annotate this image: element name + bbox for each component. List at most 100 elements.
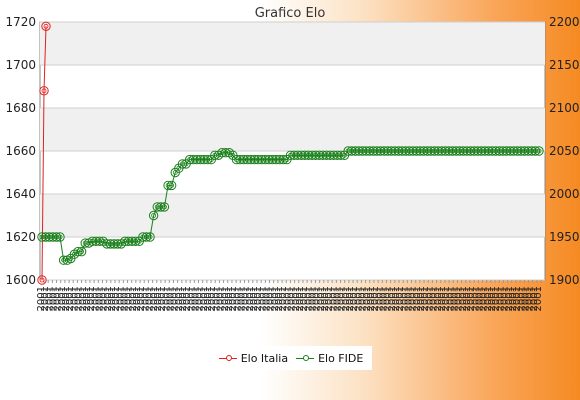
x-tick-label: 2001	[157, 286, 168, 311]
x-tick-label: 2001	[274, 286, 285, 311]
data-point	[267, 154, 278, 165]
data-point-inner	[536, 148, 542, 154]
x-tick-label: 2001	[449, 286, 460, 311]
data-point	[274, 154, 285, 165]
x-tick-label: 2001	[74, 286, 85, 311]
y-right-tick-label: 2100	[549, 101, 580, 115]
x-tick-label: 2001	[295, 286, 306, 311]
legend-label-elo-fide: Elo FIDE	[318, 351, 364, 365]
x-tick-label: 2001	[487, 286, 498, 311]
x-tick-label: 2001	[291, 286, 302, 311]
data-point	[487, 146, 497, 156]
x-tick-label: 2001	[178, 286, 189, 311]
data-point	[379, 146, 389, 156]
data-point	[401, 146, 411, 156]
data-point	[177, 159, 188, 169]
x-tick-label: 2001	[429, 286, 440, 311]
data-point-inner	[57, 234, 63, 240]
x-tick-label: 2001	[533, 286, 544, 311]
data-point	[40, 232, 51, 242]
x-tick-label: 2001	[199, 286, 210, 311]
data-point	[408, 146, 418, 156]
x-tick-label: 2001	[40, 286, 51, 311]
x-tick-label: 2001	[57, 286, 68, 311]
x-tick-label: 2001	[445, 286, 456, 311]
x-tick-label: 2001	[111, 286, 122, 311]
x-tick-label: 2001	[195, 286, 206, 311]
x-tick-label: 2001	[387, 286, 398, 311]
data-point	[437, 146, 447, 156]
x-tick-label: 2001	[257, 286, 268, 311]
data-point	[105, 239, 116, 249]
data-point	[87, 236, 98, 247]
x-tick-label: 2001	[399, 286, 410, 311]
x-tick-label: 2001	[520, 286, 531, 311]
data-point	[386, 146, 397, 156]
data-point	[390, 146, 400, 156]
series-elo-fide	[37, 146, 544, 265]
series-elo-italia	[37, 21, 51, 285]
data-point	[365, 146, 375, 156]
data-point	[141, 232, 152, 242]
plot-band	[40, 108, 545, 151]
x-tick-label: 2001	[165, 286, 176, 311]
data-point	[527, 146, 537, 156]
data-point	[451, 146, 461, 156]
data-point	[494, 146, 505, 156]
data-point	[80, 238, 90, 248]
data-point	[235, 154, 245, 165]
x-tick-label: 2001	[65, 286, 76, 311]
x-tick-label: 2001	[69, 286, 80, 311]
data-point	[184, 154, 195, 165]
x-tick-label: 2001	[374, 286, 385, 311]
x-tick-label: 2001	[36, 286, 47, 311]
x-tick-label: 2001	[145, 286, 156, 311]
legend-item-elo-fide: Elo FIDE	[296, 352, 363, 365]
x-tick-label: 2001	[420, 286, 431, 311]
data-point	[231, 154, 242, 165]
plot-band	[40, 194, 545, 237]
data-point	[293, 150, 303, 161]
x-tick-label: 2001	[82, 286, 93, 311]
data-point	[347, 146, 357, 156]
x-tick-label: 2001	[44, 286, 55, 311]
x-tick-label: 2001	[282, 286, 293, 311]
x-tick-label: 2001	[324, 286, 335, 311]
x-tick-label: 2001	[203, 286, 214, 311]
series-layer	[37, 21, 544, 285]
x-tick-label: 2001	[224, 286, 235, 311]
data-point	[523, 146, 533, 156]
y-right-tick-label: 2000	[549, 187, 580, 201]
x-tick-label: 2001	[320, 286, 331, 311]
legend-swatch-elo-italia	[218, 353, 237, 363]
data-point	[332, 150, 343, 161]
data-point	[130, 236, 141, 247]
x-tick-label: 2001	[475, 286, 486, 311]
x-tick-label: 2001	[115, 286, 126, 311]
data-point	[422, 146, 433, 156]
y-right-tick-label: 2150	[549, 58, 580, 72]
data-point	[501, 146, 512, 156]
x-tick-label: 2001	[391, 286, 402, 311]
x-tick-label: 2001	[516, 286, 527, 311]
x-axis-ticks: 2001200120012001200120012001200120012001…	[36, 280, 544, 311]
data-point	[156, 202, 166, 212]
x-tick-label: 2001	[216, 286, 227, 311]
data-point-inner	[169, 182, 175, 188]
x-tick-label: 2001	[86, 286, 97, 311]
data-point	[307, 150, 317, 161]
x-tick-label: 2001	[241, 286, 252, 311]
x-tick-label: 2001	[287, 286, 298, 311]
data-point	[415, 146, 425, 156]
data-point	[39, 86, 49, 96]
data-point	[530, 146, 541, 156]
y-left-tick-label: 1700	[5, 58, 36, 72]
x-tick-label: 2001	[378, 286, 389, 311]
x-tick-label: 2001	[249, 286, 260, 311]
data-point-inner	[216, 152, 221, 158]
data-point	[120, 236, 130, 247]
data-point	[314, 150, 325, 161]
data-point	[188, 154, 198, 165]
data-point	[166, 180, 177, 191]
x-tick-label: 2001	[191, 286, 202, 311]
